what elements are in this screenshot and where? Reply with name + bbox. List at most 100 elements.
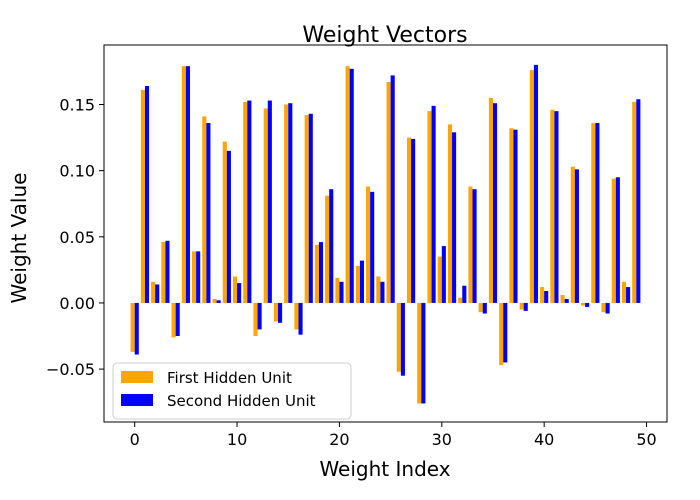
bar-series-1-index-28 [417, 302, 422, 404]
bar-series-2-index-26 [400, 302, 405, 376]
bar-series-1-index-0 [130, 302, 135, 352]
bar-series-1-index-45 [591, 123, 596, 303]
x-axis-label: Weight Index [319, 457, 450, 481]
bar-series-1-index-43 [570, 166, 575, 303]
x-tick-label: 30 [432, 430, 452, 449]
bar-series-2-index-1 [144, 86, 150, 303]
legend-label-second-hidden-unit: Second Hidden Unit [167, 392, 316, 410]
bar-series-2-index-48 [626, 287, 631, 303]
bar-series-2-index-43 [574, 169, 579, 303]
bar-series-1-index-34 [478, 302, 483, 313]
bar-series-2-index-41 [554, 111, 559, 303]
bar-series-1-index-1 [140, 89, 145, 303]
bar-series-2-index-36 [503, 302, 508, 363]
chart-title: Weight Vectors [302, 23, 467, 48]
bar-series-2-index-17 [308, 113, 313, 303]
bar-series-1-index-38 [519, 302, 524, 310]
bar-series-2-index-3 [165, 240, 170, 303]
bar-series-2-index-2 [155, 284, 160, 303]
bar-series-2-index-33 [472, 189, 477, 303]
bar-series-2-index-34 [482, 302, 487, 314]
bar-series-1-index-10 [232, 276, 238, 303]
bar-series-2-index-6 [196, 251, 201, 303]
bar-series-1-index-3 [161, 242, 166, 303]
bar-series-2-index-8 [216, 300, 221, 303]
bar-series-1-index-24 [376, 276, 381, 303]
y-tick-label: 0.00 [59, 294, 95, 313]
bar-series-1-index-29 [427, 111, 432, 303]
bar-series-1-index-12 [253, 302, 258, 337]
bar-series-2-index-37 [513, 129, 518, 303]
bar-series-2-index-15 [288, 103, 293, 303]
bar-series-2-index-46 [605, 302, 610, 314]
bar-series-1-index-35 [488, 97, 493, 303]
bar-series-2-index-42 [564, 298, 569, 303]
bar-series-1-index-15 [284, 104, 289, 303]
bar-series-1-index-30 [437, 256, 442, 303]
x-tick-label: 0 [130, 430, 140, 449]
x-tick-label: 50 [636, 430, 656, 449]
legend-swatch-first-hidden-unit [121, 371, 153, 383]
bar-series-2-index-29 [431, 105, 436, 303]
bar-series-1-index-44 [581, 302, 586, 306]
bar-series-1-index-40 [540, 287, 545, 303]
bar-series-2-index-4 [175, 302, 180, 337]
bar-series-1-index-26 [396, 302, 401, 372]
bar-series-2-index-11 [247, 100, 252, 303]
bar-series-1-index-22 [355, 265, 360, 303]
bar-series-2-index-22 [359, 260, 364, 303]
bar-series-1-index-32 [458, 297, 463, 303]
bar-series-2-index-32 [462, 285, 467, 303]
bar-series-1-index-27 [407, 137, 412, 303]
bar-series-2-index-9 [226, 150, 231, 303]
y-tick-label: 0.15 [59, 96, 95, 115]
bar-series-1-index-2 [151, 281, 156, 303]
bar-series-1-index-9 [222, 141, 227, 303]
bar-series-1-index-36 [499, 302, 504, 366]
bar-series-2-index-28 [421, 302, 426, 404]
bar-series-1-index-31 [447, 124, 453, 303]
bar-series-1-index-11 [243, 101, 248, 303]
bar-series-1-index-4 [171, 302, 176, 338]
x-axis: 0 10 20 30 40 50 [130, 422, 657, 449]
y-axis: −0.05 0.00 0.05 0.10 0.15 [46, 96, 104, 379]
legend-swatch-second-hidden-unit [121, 394, 153, 406]
bar-series-1-index-14 [273, 302, 279, 322]
bar-series-2-index-39 [533, 64, 539, 303]
bar-series-1-index-39 [529, 70, 534, 303]
bar-series-1-index-13 [263, 108, 268, 303]
bar-series-1-index-46 [601, 302, 606, 313]
plot-frame [103, 44, 668, 423]
bar-series-2-index-14 [278, 302, 283, 323]
bar-series-2-index-16 [298, 302, 303, 335]
bar-series-1-index-41 [550, 109, 555, 303]
legend-box [112, 362, 352, 420]
bar-series-1-index-19 [325, 195, 330, 303]
x-tick-label: 20 [329, 430, 349, 449]
bar-series-2-index-19 [329, 189, 334, 303]
bar-series-1-index-49 [632, 101, 637, 303]
bar-series-2-index-30 [441, 246, 446, 303]
x-tick-label: 10 [227, 430, 247, 449]
y-axis-label: Weight Value [7, 173, 31, 304]
y-tick-label: 0.05 [59, 228, 95, 247]
y-tick-label: −0.05 [46, 360, 95, 379]
bar-series-2-index-45 [595, 123, 600, 303]
bar-series-2-index-47 [615, 177, 620, 303]
bar-series-1-index-42 [560, 295, 565, 303]
bar-series-1-index-17 [304, 115, 309, 303]
bar-series-2-index-49 [636, 99, 641, 303]
bar-series-2-index-0 [134, 302, 139, 355]
bar-series-1-index-8 [212, 298, 217, 303]
bar-series-1-index-48 [621, 281, 627, 303]
bar-series-1-index-18 [314, 244, 319, 303]
bar-series-2-index-18 [318, 242, 324, 303]
legend-label-first-hidden-unit: First Hidden Unit [167, 369, 292, 387]
bar-series-2-index-27 [411, 138, 416, 303]
bar-series-2-index-25 [390, 75, 395, 303]
bar-series-2-index-24 [380, 281, 385, 303]
bar-series-1-index-33 [468, 186, 473, 303]
bar-series-2-index-21 [349, 68, 354, 303]
bar-series-1-index-5 [181, 66, 186, 303]
